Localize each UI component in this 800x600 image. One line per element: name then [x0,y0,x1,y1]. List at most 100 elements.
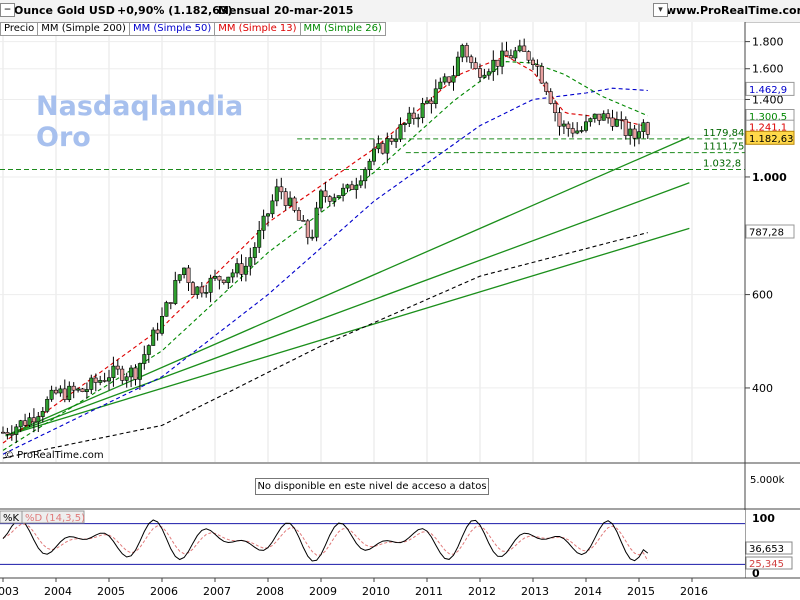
candle-up [27,417,32,426]
candle-up [36,416,41,423]
candle-up [486,71,491,76]
candle-down [469,56,474,63]
candle-up [142,354,147,364]
collapse-icon[interactable]: − [0,3,15,17]
stoch-0-label: 0 [752,567,760,580]
candle-up [583,121,588,131]
price-label: 1.182,63 [749,134,794,145]
candle-up [455,56,460,76]
candle-up [261,215,266,231]
candle-up [226,276,231,284]
watermark-line-1: Nasdaqlandia [36,91,243,122]
candle-up [318,190,323,209]
legend-price[interactable]: Precio [0,22,39,36]
price-change: +0,90% (1.182,63) [117,4,233,17]
stochastic-panel [0,510,745,578]
candle-down [473,62,478,69]
legend-sma-50[interactable]: MM (Simple 50) [128,22,216,36]
candle-up [182,267,187,275]
candle-down [301,220,306,222]
stoch-k-line [2,519,649,562]
x-tick-label: 2006 [150,585,178,598]
candle-down [31,417,36,423]
chart-header: Ounce Gold USD +0,90% (1.182,63) Mensual… [0,0,800,23]
x-tick-label: 2010 [362,585,390,598]
y-tick-label: 600 [752,289,773,302]
candle-up [438,81,443,90]
candle-up [252,247,257,258]
candle-down [199,286,204,294]
x-tick-label: 2004 [44,585,72,598]
y-tick-label: 1.400 [752,94,784,107]
candle-up [579,130,584,132]
candle-up [89,377,94,390]
candle-down [553,103,558,114]
support-level-label: 1111,75 [703,142,744,153]
candle-up [248,257,253,267]
candle-down [535,64,540,67]
indicator-legend: Precio MM (Simple 200) MM (Simple 50) MM (S… [0,22,386,36]
legend-sma-200[interactable]: MM (Simple 200) [37,22,130,36]
x-tick-label: 2011 [415,585,443,598]
trendline [5,227,690,437]
candle-down [544,82,549,92]
candle-down [464,45,469,58]
x-tick-label: 2005 [97,585,125,598]
candle-up [208,277,213,293]
site-url: www.ProRealTime.com [666,4,800,17]
x-tick-label: 2003 [0,585,19,598]
candle-up [460,45,465,58]
candle-up [341,187,346,196]
candle-up [173,280,178,304]
candle-up [137,363,142,380]
price-label-box [745,224,795,239]
candle-down [62,388,67,400]
volume-unavailable-message: No disponible en este nivel de acceso a … [255,478,489,495]
candle-down [447,76,452,83]
candle-down [5,432,10,435]
candle-up [641,122,646,132]
candle-up [402,123,407,126]
candle-up [358,180,363,186]
candle-down [292,197,297,211]
candle-up [58,388,63,394]
candle-up [76,388,81,391]
time-axis: 2003 2004 2005 2006 2007 2008 2009 2010 2011 2012… [0,578,708,598]
candle-down [93,377,98,383]
candle-down [570,128,575,134]
candle-down [120,368,125,381]
candle-down [279,186,284,193]
candle-up [274,186,279,202]
candle-up [111,365,116,379]
legend-sma-26[interactable]: MM (Simple 26) [299,22,386,36]
candle-down [186,267,191,283]
candle-up [363,169,368,182]
legend-sma-13[interactable]: MM (Simple 13) [214,22,301,36]
candle-up [129,367,134,378]
candle-up [336,195,341,199]
candle-down [53,389,58,394]
instrument-name: Ounce Gold USD [14,4,115,17]
candle-down [522,45,527,52]
volume-axis-label: 5.000k [750,475,785,486]
candle-down [217,275,222,281]
moving-average-line [2,232,648,459]
candle-down [323,190,328,197]
period: Mensual [218,4,270,17]
candle-up [367,160,372,170]
candle-up [394,138,399,142]
candle-up [442,76,447,83]
candle-up [491,59,496,73]
candle-down [504,50,509,56]
candle-down [606,113,611,119]
candle-down [23,420,28,426]
candle-up [310,236,315,239]
chart-menu-icon[interactable]: ▾ [653,3,668,17]
candle-up [407,112,412,124]
candle-down [566,123,571,129]
candle-up [213,275,218,279]
candle-down [610,117,615,127]
candle-down [557,112,562,127]
candle-down [71,385,76,391]
